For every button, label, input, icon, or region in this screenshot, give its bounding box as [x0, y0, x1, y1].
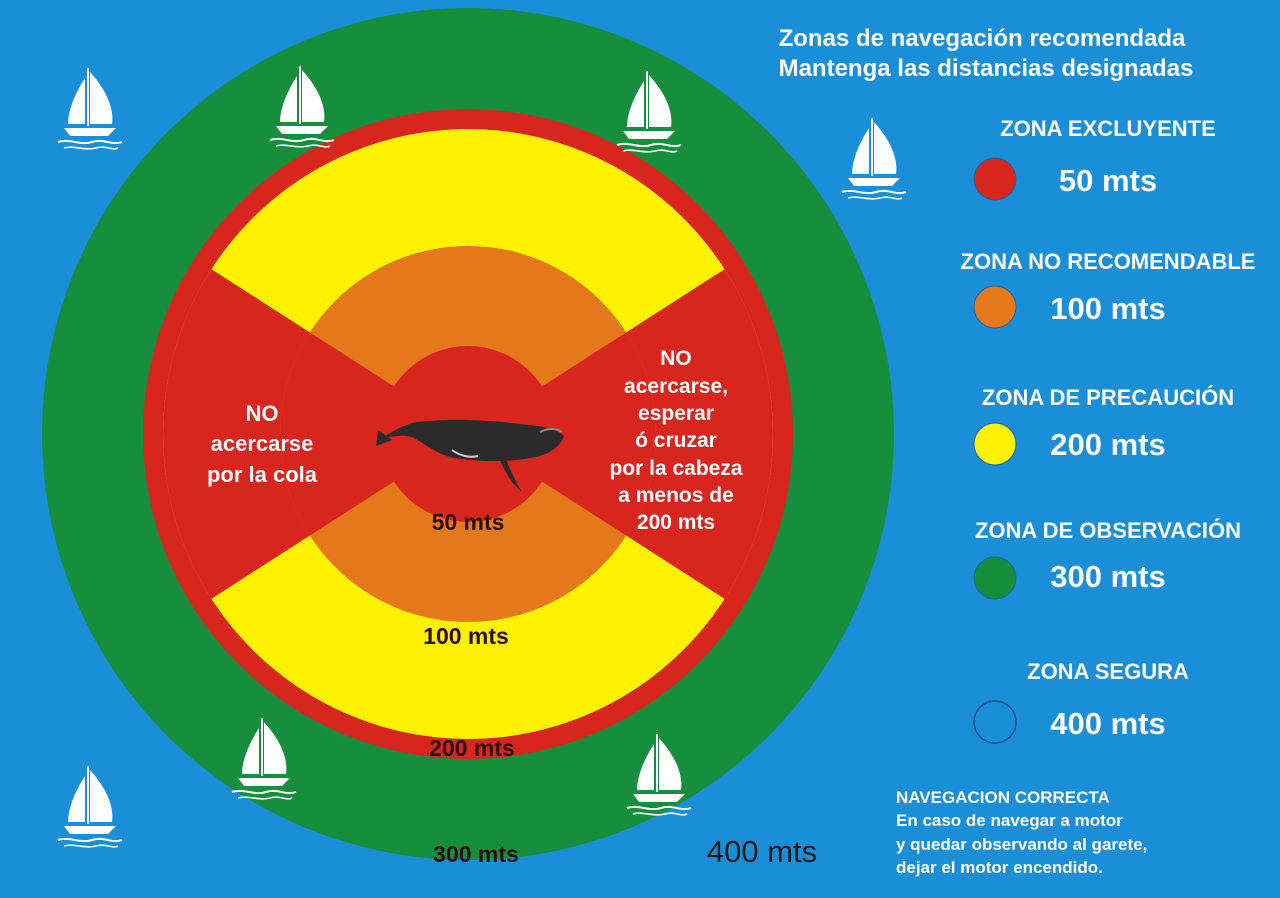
tail-warning-line: NO: [246, 401, 279, 426]
ring-label-100: 100 mts: [423, 623, 509, 649]
head-warning-line: por la cabeza: [609, 457, 742, 480]
ring-label-200: 200 mts: [429, 735, 515, 761]
legend-swatch-caution: [973, 422, 1017, 466]
header-title: Zonas de navegación recomendada: [779, 25, 1186, 52]
legend-title: ZONA DE PRECAUCIÓN: [982, 385, 1234, 410]
ring-label-300: 300 mts: [433, 841, 519, 867]
navigation-note: NAVEGACION CORRECTA En caso de navegar a…: [896, 788, 1147, 877]
legend-title: ZONA NO RECOMENDABLE: [961, 249, 1256, 274]
head-warning-line: 200 mts: [637, 511, 715, 534]
legend-value: 400 mts: [1050, 706, 1165, 741]
tail-warning-line: acercarse: [211, 431, 314, 456]
head-warning-line: esperar: [638, 402, 714, 425]
legend-swatch-exclusion: [973, 157, 1017, 201]
navigation-note-title: NAVEGACION CORRECTA: [896, 788, 1110, 807]
legend-swatch-observation: [973, 556, 1017, 600]
header-subtitle: Mantenga las distancias designadas: [779, 55, 1194, 82]
legend-value: 300 mts: [1050, 559, 1165, 594]
head-warning-line: acercarse,: [624, 375, 728, 398]
navigation-note-line: y quedar observando al garete,: [896, 835, 1147, 854]
ring-label-50: 50 mts: [432, 509, 505, 535]
navigation-note-line: En caso de navegar a motor: [896, 811, 1123, 830]
head-warning-line: a menos de: [618, 484, 734, 507]
legend-title: ZONA EXCLUYENTE: [1000, 116, 1216, 141]
legend-value: 200 mts: [1050, 427, 1165, 462]
legend: ZONA EXCLUYENTE 50 mts ZONA NO RECOMENDA…: [961, 116, 1256, 744]
legend-title: ZONA DE OBSERVACIÓN: [975, 518, 1241, 543]
legend-title: ZONA SEGURA: [1027, 659, 1189, 684]
head-warning-line: NO: [660, 347, 692, 370]
whale-icon: [376, 419, 564, 492]
navigation-note-line: dejar el motor encendido.: [896, 858, 1103, 877]
legend-swatch-safe: [973, 700, 1017, 744]
ring-label-400: 400 mts: [707, 834, 817, 869]
legend-value: 100 mts: [1050, 291, 1165, 326]
legend-value: 50 mts: [1059, 163, 1157, 198]
head-warning-line: ó cruzar: [635, 429, 717, 452]
tail-warning-line: por la cola: [207, 462, 318, 487]
legend-swatch-not-recommended: [973, 285, 1017, 329]
